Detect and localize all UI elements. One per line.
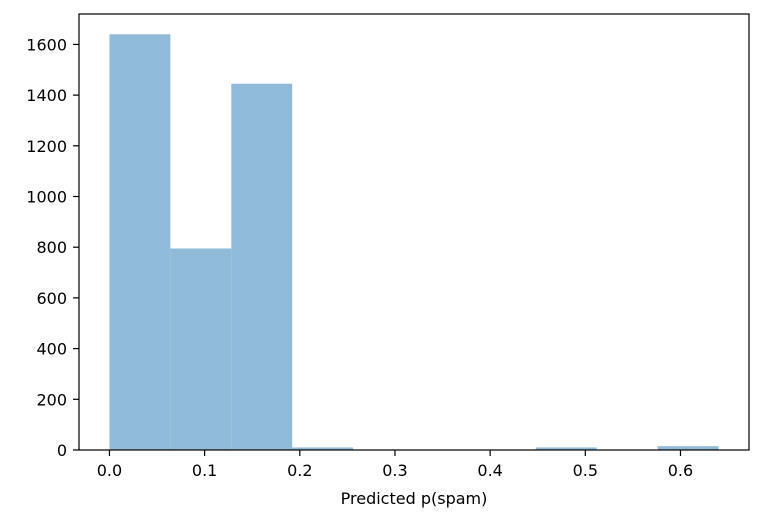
y-tick-label-6: 1200 [26,137,67,156]
x-tick-label-4: 0.4 [477,461,502,480]
y-tick-label-4: 800 [36,238,67,257]
x-tick-label-5: 0.5 [573,461,598,480]
y-tick-label-8: 1600 [26,35,67,54]
y-tick-label-5: 1000 [26,188,67,207]
x-axis-ticks: 0.0 0.1 0.2 0.3 0.4 0.5 0.6 [97,450,693,480]
histogram-bar-9 [657,446,719,450]
y-tick-label-7: 1400 [26,86,67,105]
histogram-bar-7 [535,447,597,450]
y-tick-label-1: 200 [36,390,67,409]
y-tick-label-3: 600 [36,289,67,308]
x-tick-label-6: 0.6 [668,461,693,480]
bars-layer [109,34,719,451]
y-tick-label-0: 0 [57,441,67,460]
plot-frame [78,13,750,451]
histogram-bar-3 [292,447,354,450]
y-tick-label-2: 400 [36,340,67,359]
histogram-bar-2 [231,83,293,451]
histogram-bar-0 [109,34,171,451]
x-tick-label-3: 0.3 [382,461,407,480]
axes-layer [78,13,750,451]
x-tick-label-2: 0.2 [287,461,312,480]
x-tick-label-1: 0.1 [192,461,217,480]
x-axis-label: Predicted p(spam) [341,489,488,508]
histogram-bar-1 [170,248,232,450]
x-tick-label-0: 0.0 [97,461,122,480]
y-axis-ticks: 0 200 400 600 800 1000 1200 1400 1600 [26,35,79,460]
